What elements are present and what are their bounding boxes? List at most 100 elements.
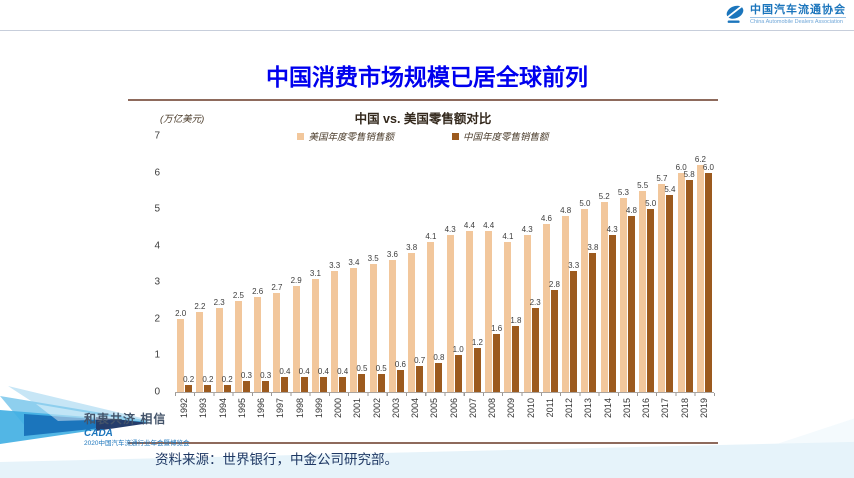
x-tick-label: 2019 [698,398,709,419]
bar-value-label: 4.8 [625,206,637,216]
year-group: 3.3 0.4 [329,136,348,392]
bar-value-label: 0.8 [433,352,445,362]
bar: 6.2 [695,155,706,392]
year-group: 2.0 0.2 [175,136,194,392]
bar-value-label: 2.9 [290,275,302,285]
chart-legend: 美国年度零售销售额 中国年度零售销售额 [128,129,718,143]
bar: 0.2 [183,375,194,392]
legend-item: 中国年度零售销售额 [452,129,549,143]
x-tick-cell: 2006 [445,398,464,436]
bar: 0.4 [279,367,290,392]
bar: 5.0 [645,199,656,392]
bar: 4.1 [502,232,513,392]
x-tick-cell: 2008 [483,398,502,436]
bar-value-label: 5.5 [637,180,649,190]
header-logo-en: China Automobile Dealers Association [750,17,846,25]
footer-logo: 和衷共济 相信 CADA 2020中国汽车流通行业年会暨博览会 [0,386,240,472]
bar: 3.3 [568,261,579,392]
legend-label: 中国年度零售销售额 [463,132,549,143]
year-group: 4.3 1.0 [445,136,464,392]
x-tick-label: 1998 [294,398,305,419]
bar-value-label: 5.8 [683,169,695,179]
bar-value-label: 0.7 [414,356,426,366]
bar: 3.6 [387,250,398,392]
x-tick-cell: 2018 [676,398,695,436]
bar: 5.0 [579,199,590,392]
x-tick-label: 2012 [564,398,575,419]
bar: 0.2 [202,375,213,392]
bar-value-label: 5.2 [598,191,610,201]
year-group: 5.3 4.8 [618,136,637,392]
year-group: 2.6 0.3 [252,136,271,392]
year-group: 4.8 3.3 [560,136,579,392]
bar-value-label: 4.6 [540,213,552,223]
bar: 4.4 [483,221,494,392]
y-tick-label: 7 [154,130,160,142]
bar-value-label: 2.7 [271,283,283,293]
source-text: 资料来源：世界银行，中金公司研究部。 [155,452,398,467]
bar-value-label: 0.4 [317,367,329,377]
year-group: 3.4 0.5 [348,136,367,392]
bar-value-label: 3.3 [568,261,580,271]
x-axis-ticks [175,393,715,396]
bar-value-label: 4.4 [483,221,495,231]
year-group: 6.0 5.8 [676,136,695,392]
year-group: 5.7 5.4 [656,136,675,392]
title-underline [128,99,718,101]
y-tick-label: 1 [154,349,160,361]
x-tick-label: 2010 [525,398,536,419]
x-tick-label: 2008 [487,398,498,419]
bar-value-label: 4.1 [502,232,514,242]
x-axis-labels: 1992 1993 1994 1995 1996 1997 1998 1999 2000 2001… [175,398,714,436]
bar-value-label: 3.3 [329,261,341,271]
bar: 2.6 [252,287,263,392]
x-tick-cell: 1997 [271,398,290,436]
retail-comparison-chart: (万亿美元) 中国 vs. 美国零售额对比 美国年度零售销售额 中国年度零售销售额… [128,103,718,442]
bar-value-label: 2.3 [529,297,541,307]
bar: 2.2 [194,302,205,392]
year-group: 5.0 3.8 [579,136,598,392]
x-tick-cell: 2019 [695,398,714,436]
chart-title: 中国 vs. 美国零售额对比 [354,112,492,126]
x-tick-cell: 1996 [252,398,271,436]
bar-value-label: 1.6 [491,323,503,333]
bar: 3.3 [329,261,340,392]
year-group: 3.8 0.7 [406,136,425,392]
year-group: 4.4 1.6 [483,136,502,392]
footer-event-name: 2020中国汽车流通行业年会暨博览会 [84,440,190,447]
y-tick-label: 0 [154,386,160,398]
y-axis: 0 1 2 3 4 5 6 7 [128,131,168,398]
x-tick-label: 2016 [641,398,652,419]
bar: 2.8 [549,280,560,392]
footer-org-name: CADA [84,428,113,439]
bar: 2.0 [175,309,186,392]
bar-value-label: 0.4 [279,367,291,377]
bar-value-label: 3.4 [348,257,360,267]
bar-value-label: 0.5 [356,363,368,373]
y-axis-unit-label: (万亿美元) [160,114,205,125]
bar-value-label: 6.0 [702,162,714,172]
bar: 0.4 [337,367,348,392]
chart-bottom-rule [128,442,718,444]
bar-value-label: 5.7 [656,173,668,183]
header-logo: 中国汽车流通协会 China Automobile Dealers Associ… [724,4,846,26]
bar: 4.3 [445,225,456,392]
bar-value-label: 0.6 [394,360,406,370]
x-tick-label: 2001 [352,398,363,419]
bar: 0.3 [260,371,271,392]
bar-value-label: 0.3 [240,371,252,381]
bar: 5.3 [618,188,629,392]
x-tick-label: 2014 [602,398,613,419]
bar-value-label: 0.2 [221,374,233,384]
year-group: 3.5 0.5 [368,136,387,392]
legend-item: 美国年度零售销售额 [297,129,394,143]
x-tick-cell: 2015 [618,398,637,436]
bar-value-label: 3.8 [406,243,418,253]
bar: 0.8 [433,353,444,392]
x-tick-cell: 2010 [522,398,541,436]
x-tick-label: 2002 [371,398,382,419]
bar: 4.8 [626,206,637,392]
footer-logo-text: 和衷共济 相信 CADA 2020中国汽车流通行业年会暨博览会 [84,410,189,448]
top-divider-line [0,30,854,31]
bar-value-label: 1.8 [510,316,522,326]
